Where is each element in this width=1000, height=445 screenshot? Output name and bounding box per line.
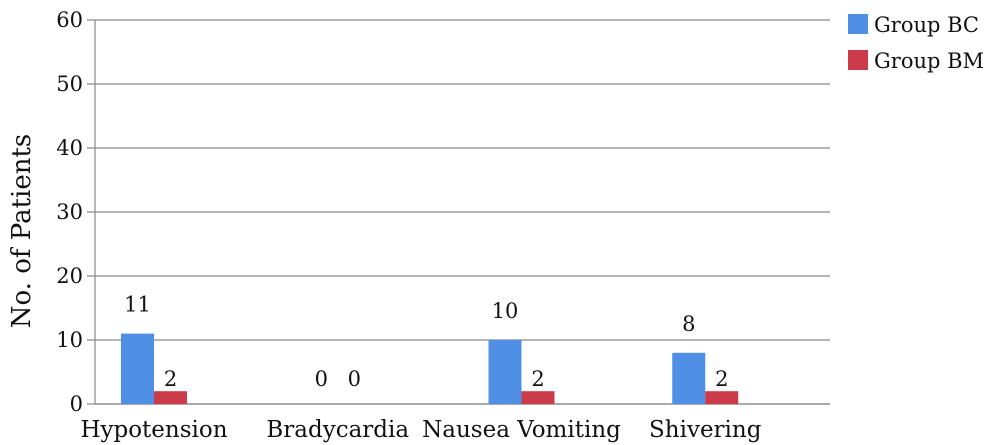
y-tick-label: 60 bbox=[56, 8, 83, 32]
data-label: 2 bbox=[164, 367, 177, 391]
legend-swatch bbox=[848, 14, 868, 34]
data-label: 0 bbox=[348, 367, 361, 391]
x-category-label: Bradycardia bbox=[266, 417, 409, 443]
legend-swatch bbox=[848, 50, 868, 70]
data-label: 2 bbox=[531, 367, 544, 391]
data-label: 0 bbox=[315, 367, 328, 391]
y-tick-label: 10 bbox=[56, 328, 83, 352]
data-labels: 11 2 0 0 10 2 8 2 bbox=[124, 293, 728, 391]
bar-group-bc bbox=[672, 352, 706, 404]
y-tick-label: 50 bbox=[56, 72, 83, 96]
data-label: 8 bbox=[682, 312, 695, 336]
x-axis-category-labels: Hypotension Bradycardia Nausea Vomiting Shi… bbox=[80, 417, 761, 443]
x-category-label: Hypotension bbox=[80, 417, 227, 443]
bar-group-bm bbox=[705, 391, 739, 404]
data-label: 2 bbox=[715, 367, 728, 391]
x-category-label: Shivering bbox=[649, 417, 762, 443]
y-tick-label: 30 bbox=[56, 200, 83, 224]
y-axis-tick-labels: 0 10 20 30 40 50 60 bbox=[56, 8, 83, 416]
y-tick-label: 40 bbox=[56, 136, 83, 160]
bar-group-bm bbox=[154, 391, 187, 404]
bar-group-bc bbox=[121, 333, 154, 404]
legend: Group BC Group BM bbox=[848, 13, 984, 73]
bars bbox=[121, 333, 739, 404]
data-label: 10 bbox=[492, 299, 519, 323]
data-label: 11 bbox=[124, 293, 151, 317]
y-tick-label: 0 bbox=[70, 392, 83, 416]
legend-label: Group BM bbox=[874, 49, 984, 73]
gridlines bbox=[87, 19, 830, 405]
bar-group-bc bbox=[488, 340, 522, 404]
y-axis-title: No. of Patients bbox=[7, 134, 37, 329]
legend-label: Group BC bbox=[874, 13, 979, 37]
x-category-label: Nausea Vomiting bbox=[422, 417, 621, 443]
bar-group-bm bbox=[521, 391, 555, 404]
y-tick-label: 20 bbox=[56, 264, 83, 288]
